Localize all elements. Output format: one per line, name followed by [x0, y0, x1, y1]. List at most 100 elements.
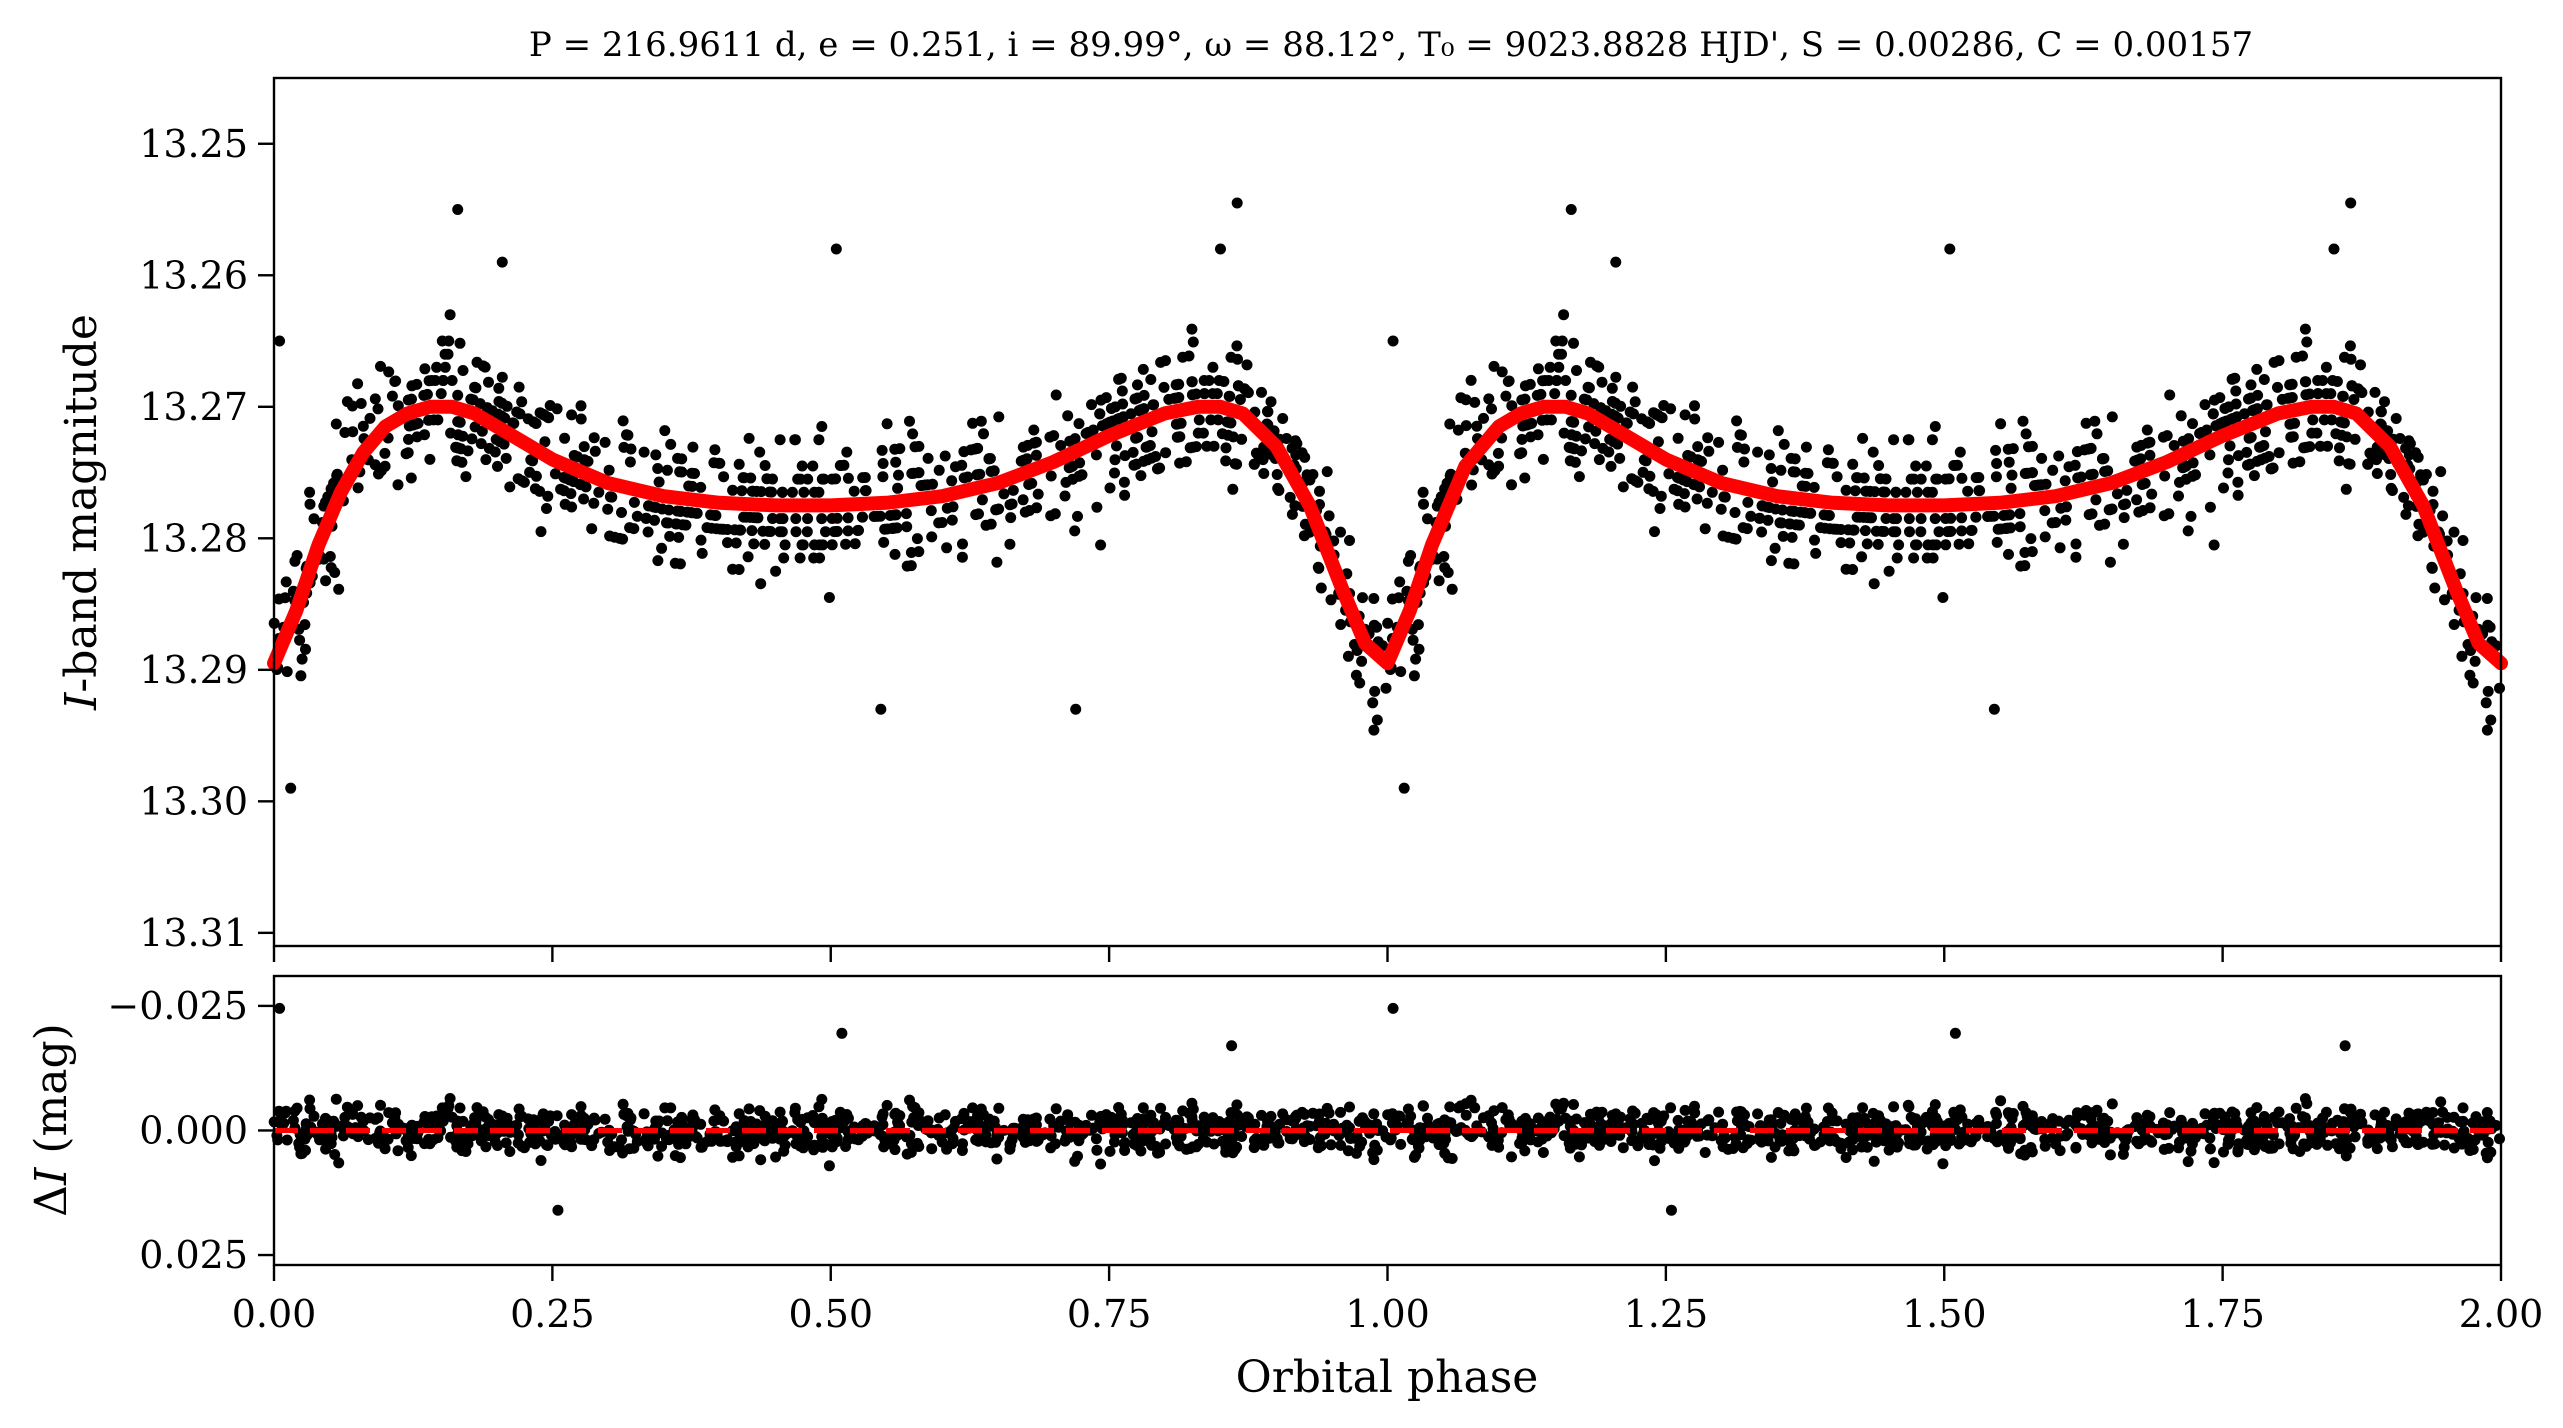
- observation-point: [1730, 533, 1742, 545]
- residual-point: [2403, 1107, 2415, 1119]
- residual-point: [1649, 1155, 1660, 1167]
- observation-point: [1100, 392, 1112, 404]
- observation-point: [877, 471, 889, 483]
- observation-point: [2085, 442, 2097, 454]
- residual-point: [330, 1093, 342, 1105]
- observation-point: [2312, 388, 2324, 400]
- observation-point: [1090, 449, 1102, 461]
- observation-point: [1926, 434, 1938, 446]
- observation-point: [1745, 510, 1757, 522]
- observation-point: [1765, 555, 1777, 567]
- residual-point: [383, 1107, 395, 1119]
- observation-point: [779, 539, 791, 551]
- residual-point: [1861, 1141, 1873, 1153]
- observation-point: [1691, 493, 1703, 505]
- residual-point: [2285, 1131, 2297, 1143]
- residual-point: [1186, 1111, 1198, 1123]
- residual-point: [1155, 1102, 1167, 1114]
- observation-point: [838, 459, 850, 471]
- residual-point-outlier: [1387, 1002, 1399, 1014]
- observation-point: [470, 382, 482, 394]
- residual-point: [1109, 1136, 1120, 1148]
- residual-point: [287, 1114, 299, 1126]
- observation-point: [2117, 538, 2129, 550]
- observation-point: [813, 434, 825, 446]
- residual-point: [2131, 1112, 2143, 1124]
- light-curve-y-axis-title: I-band magnitude: [56, 314, 107, 711]
- observation-point: [2349, 433, 2361, 445]
- observation-point: [727, 484, 739, 496]
- residual-point: [993, 1131, 1005, 1143]
- observation-point: [1493, 460, 1505, 472]
- observation-point: [1109, 467, 1120, 479]
- observation-point: [347, 426, 359, 438]
- observation-point: [1605, 460, 1617, 472]
- residual-point: [2379, 1106, 2390, 1118]
- x-tick-label: 0.25: [510, 1292, 595, 1336]
- observation-point: [1655, 490, 1667, 502]
- observation-point: [492, 460, 503, 472]
- observation-point: [1940, 539, 1952, 551]
- observation-point: [2050, 517, 2062, 528]
- observation-point: [1323, 510, 1335, 522]
- observation-point: [1591, 360, 1603, 372]
- observation-point: [876, 444, 888, 456]
- observation-point: [1007, 484, 1019, 496]
- observation-point: [304, 498, 316, 510]
- residual-point: [1406, 1133, 1418, 1145]
- observation-point: [1220, 442, 1232, 454]
- observation-point: [1568, 337, 1579, 349]
- observation-point: [890, 509, 902, 521]
- residual-point: [656, 1127, 668, 1139]
- residual-point: [1551, 1116, 1563, 1128]
- residual-point: [1502, 1109, 1514, 1121]
- observation-point: [714, 457, 726, 469]
- residual-point: [669, 1150, 681, 1162]
- observation-point: [922, 452, 934, 464]
- observation-point: [1774, 517, 1786, 529]
- observation-point: [2427, 485, 2439, 497]
- observation-point: [1252, 448, 1264, 460]
- residual-point: [1115, 1108, 1127, 1120]
- observation-point: [1537, 375, 1549, 387]
- residual-point-outlier: [1226, 1040, 1238, 1052]
- residual-point: [2258, 1111, 2270, 1122]
- residual-point: [2182, 1156, 2194, 1168]
- observation-point: [1471, 420, 1483, 432]
- observation-point-outlier: [1944, 243, 1956, 255]
- residual-point: [352, 1100, 364, 1112]
- observation-point: [2135, 453, 2147, 465]
- residual-point: [2435, 1096, 2447, 1108]
- observation-point: [2003, 456, 2015, 468]
- residual-point: [1789, 1115, 1801, 1127]
- observation-point: [801, 526, 813, 538]
- residual-point: [2252, 1117, 2264, 1129]
- residual-point: [1617, 1142, 1629, 1154]
- observation-point: [1701, 497, 1713, 509]
- observation-point: [1371, 714, 1383, 726]
- residual-point: [2207, 1113, 2219, 1124]
- observation-point: [2403, 435, 2415, 447]
- residual-point: [1629, 1107, 1641, 1119]
- observation-point: [2327, 375, 2339, 386]
- observation-point: [1186, 376, 1198, 388]
- observation-point: [588, 432, 600, 444]
- y-tick-label: 13.30: [139, 779, 248, 823]
- observation-point: [2333, 455, 2345, 467]
- residual-point: [1640, 1130, 1652, 1142]
- residual-point: [1827, 1115, 1839, 1127]
- observation-point: [1772, 425, 1784, 437]
- residual-point: [1679, 1104, 1691, 1116]
- observation-point: [402, 447, 414, 459]
- observation-point: [1920, 460, 1932, 472]
- observation-point: [514, 408, 526, 420]
- observation-point: [737, 472, 749, 484]
- residual-point: [504, 1146, 516, 1157]
- residual-point: [1335, 1106, 1346, 1118]
- observation-point: [1756, 500, 1768, 512]
- residual-point: [2344, 1142, 2356, 1154]
- residual-point: [661, 1115, 673, 1127]
- observation-point: [877, 458, 889, 469]
- observation-point: [2168, 440, 2180, 451]
- observation-point: [1799, 467, 1811, 479]
